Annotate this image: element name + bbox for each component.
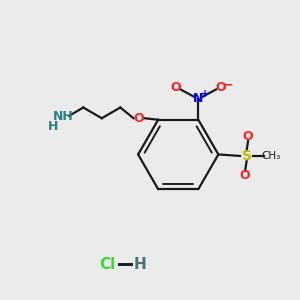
Text: H: H (134, 257, 147, 272)
Text: CH₃: CH₃ (262, 151, 281, 161)
Text: O: O (240, 169, 250, 182)
Text: O: O (134, 112, 144, 125)
Text: O: O (171, 80, 181, 94)
Text: S: S (242, 149, 252, 163)
Text: NH: NH (53, 110, 74, 123)
Text: −: − (223, 79, 234, 92)
Text: Cl: Cl (99, 257, 115, 272)
Text: O: O (215, 80, 226, 94)
Text: H: H (48, 120, 59, 133)
Text: O: O (243, 130, 254, 143)
Text: +: + (201, 88, 209, 99)
Text: N: N (193, 92, 203, 105)
